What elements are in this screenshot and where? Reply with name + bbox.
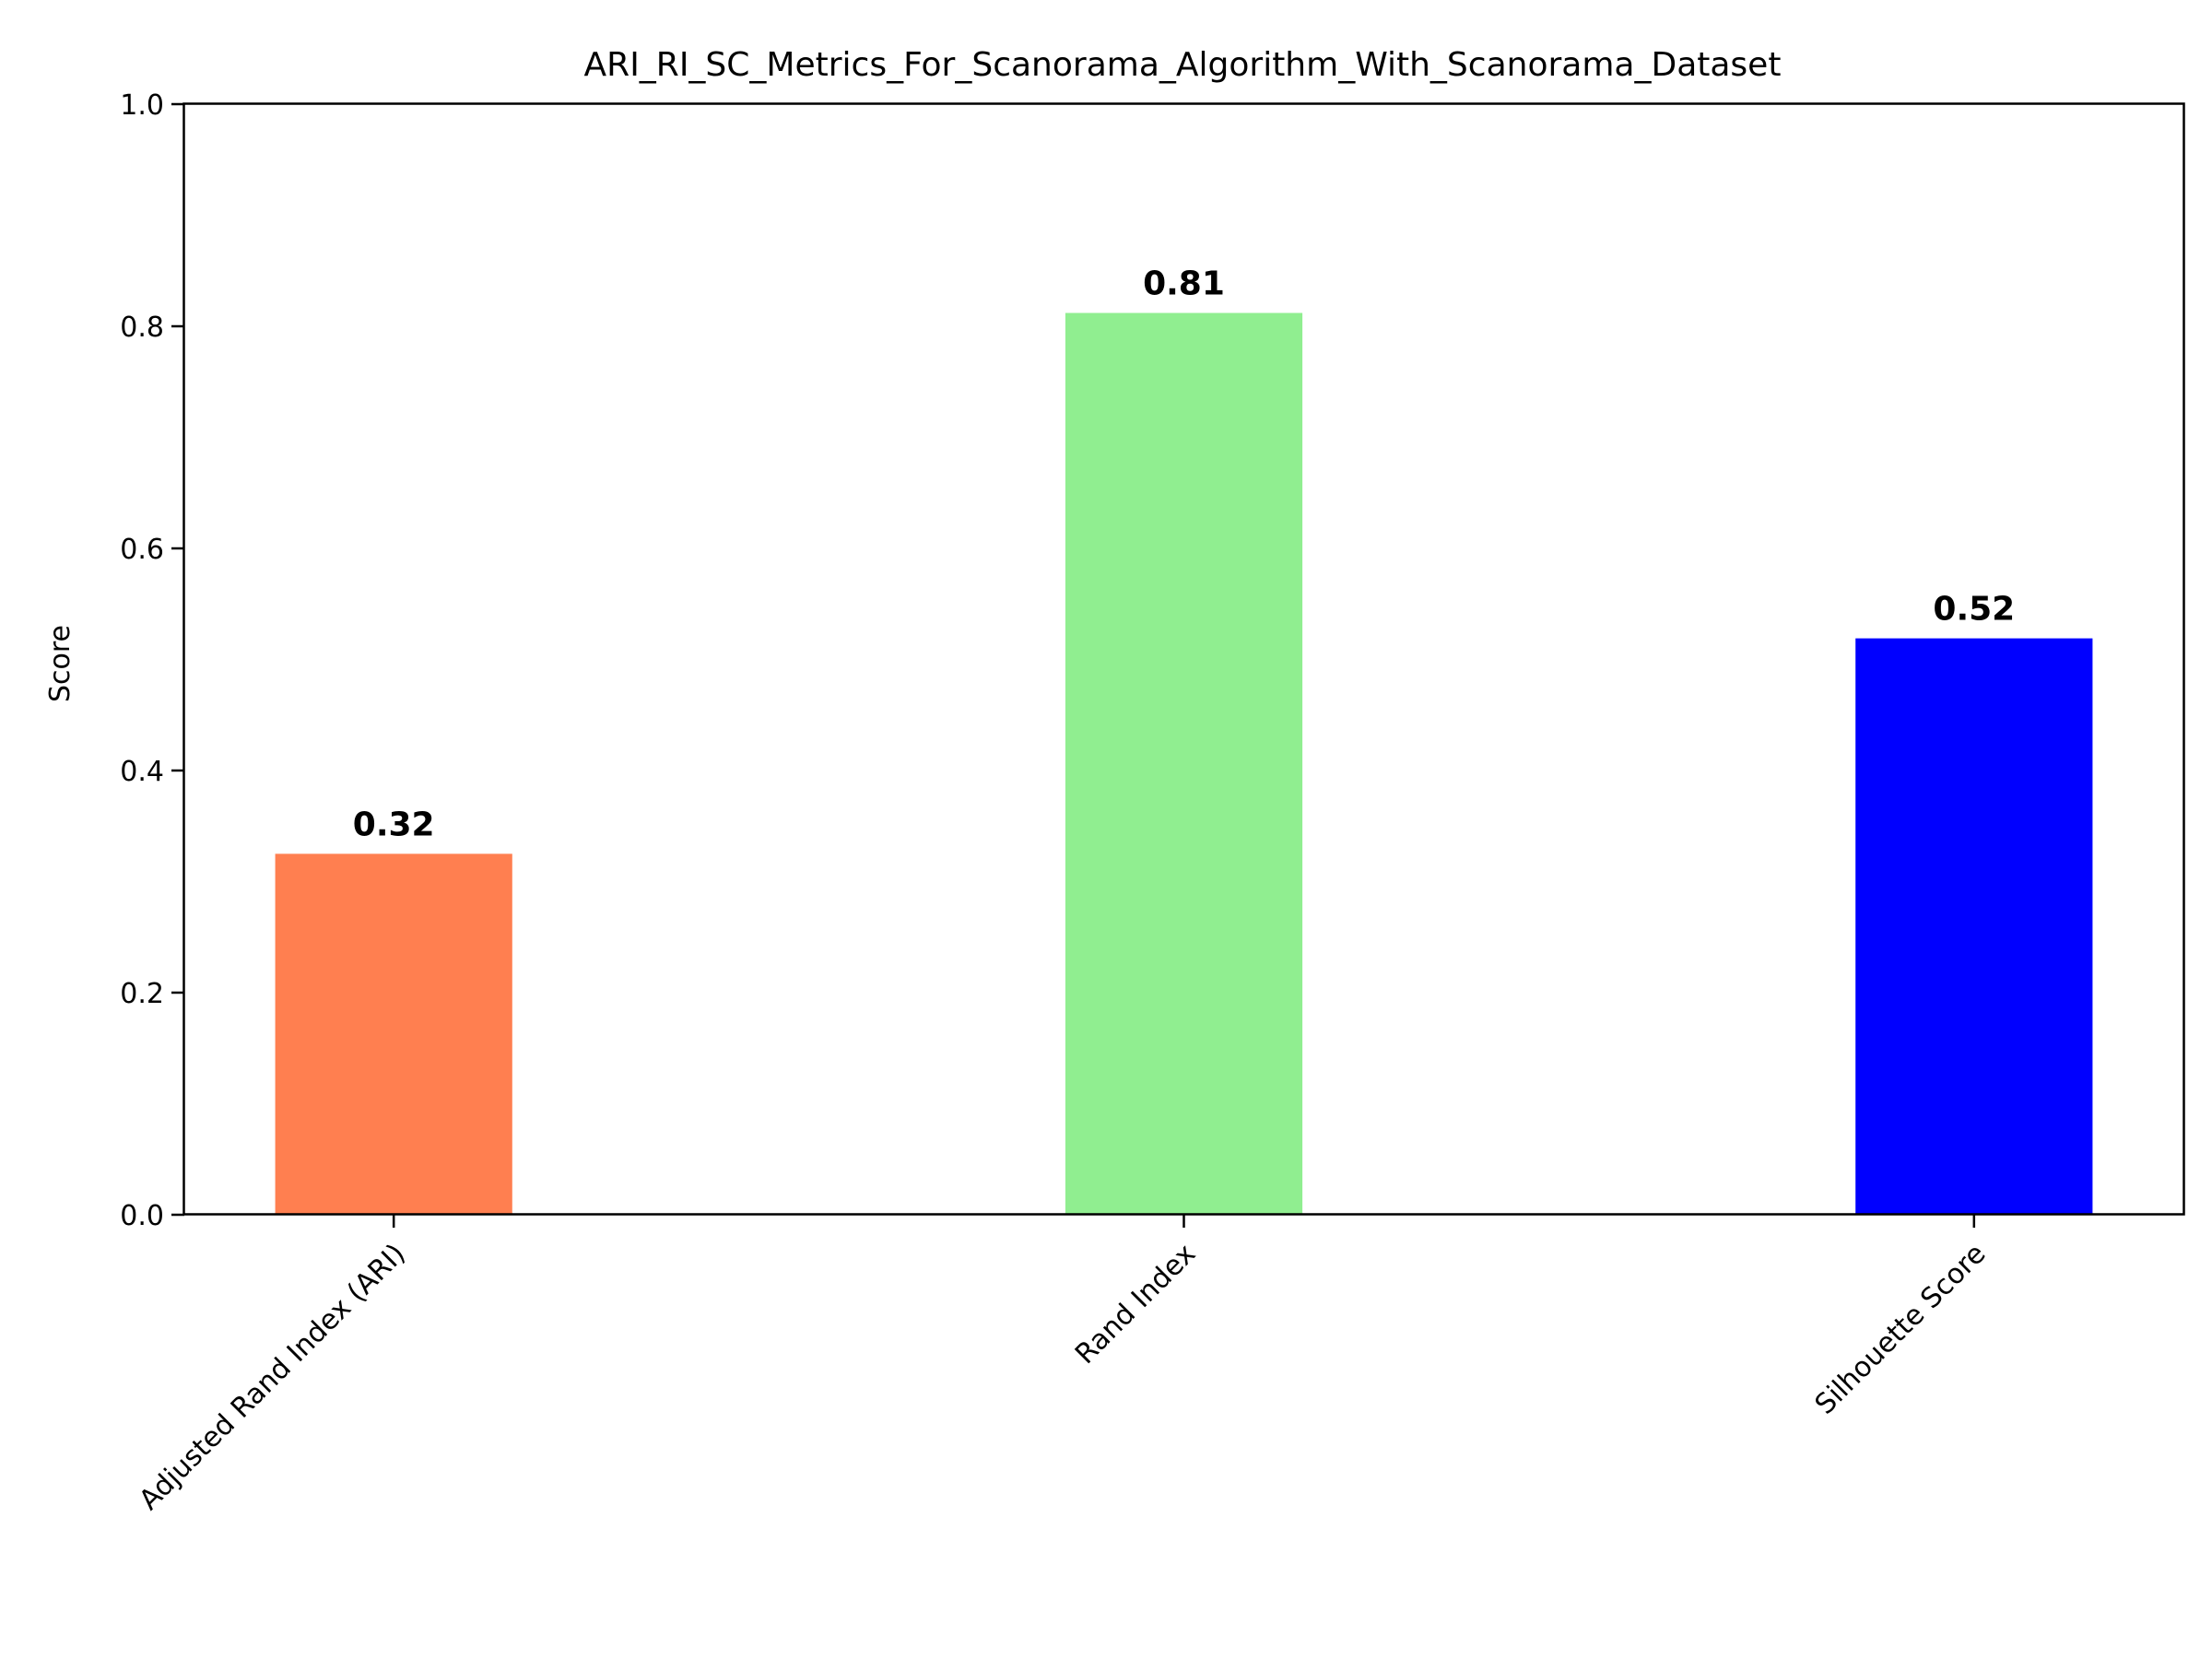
x-tick-label: Silhouette Score (1809, 1238, 1993, 1421)
plot-area-frame (182, 102, 2185, 1216)
bar-value-label: 0.32 (353, 806, 435, 843)
bar-silhouette-score (1855, 638, 2093, 1215)
y-tick-label: 0.6 (120, 534, 164, 566)
chart-title: ARI_RI_SC_Metrics_For_Scanorama_Algorith… (584, 46, 1782, 84)
x-tick-label: Adjusted Rand Index (ARI) (133, 1238, 411, 1516)
x-axis-ticks: Adjusted Rand Index (ARI) Rand Index Silho… (133, 1215, 1992, 1516)
y-tick-label: 0.0 (120, 1200, 164, 1232)
bar-adjusted-rand-index-ari (275, 853, 512, 1215)
bar-rand-index (1065, 312, 1303, 1215)
y-tick-label: 0.4 (120, 756, 164, 788)
x-tick-label: Rand Index (1069, 1238, 1202, 1371)
y-axis-ticks: 0.0 0.2 0.4 0.6 0.8 1.0 (120, 89, 184, 1232)
y-tick-label: 0.8 (120, 312, 164, 344)
bar-value-label: 0.81 (1143, 265, 1225, 303)
bar-value-label: 0.52 (1933, 591, 2015, 629)
y-axis-label: Score (44, 625, 76, 702)
value-labels: 0.32 0.81 0.52 (353, 265, 2015, 844)
y-tick-label: 1.0 (120, 89, 164, 122)
bar-series (275, 312, 2093, 1215)
y-tick-label: 0.2 (120, 978, 164, 1010)
